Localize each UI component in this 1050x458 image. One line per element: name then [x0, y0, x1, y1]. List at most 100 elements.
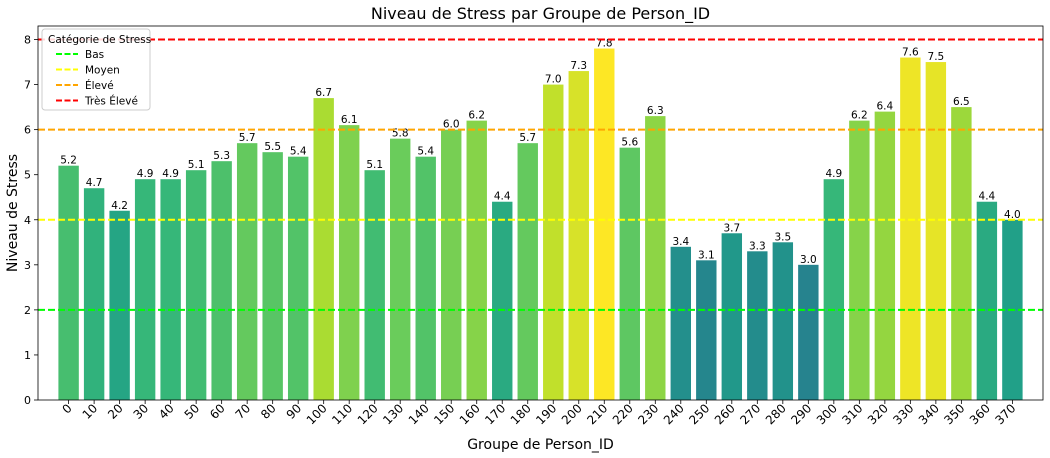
x-tick-label: 10: [80, 401, 101, 422]
y-tick-label: 2: [24, 304, 31, 317]
bar-250: [696, 260, 717, 400]
legend-label: Moyen: [85, 65, 120, 77]
bar-270: [747, 251, 768, 400]
bar-30: [134, 179, 156, 400]
bar-value-label: 5.5: [264, 141, 281, 153]
bar-90: [287, 156, 309, 400]
y-tick-label: 7: [24, 79, 31, 92]
x-tick-label: 210: [584, 401, 610, 427]
y-tick-label: 6: [24, 124, 31, 137]
bar-value-label: 7.3: [570, 60, 587, 72]
bar-80: [262, 152, 283, 400]
bar-100: [313, 98, 334, 400]
bar-60: [211, 161, 232, 400]
x-tick-label: 170: [482, 401, 508, 427]
bar-350: [951, 107, 972, 401]
bar-value-label: 3.3: [749, 240, 766, 252]
x-tick-label: 80: [258, 401, 279, 422]
bar-360: [976, 201, 998, 400]
x-tick-label: 130: [380, 401, 406, 427]
x-tick-label: 230: [635, 401, 661, 427]
y-axis-title: Niveau de Stress: [5, 154, 21, 272]
x-tick-label: 280: [763, 401, 789, 427]
x-axis-title: Groupe de Person_ID: [467, 437, 614, 453]
x-tick-label: 260: [712, 401, 738, 427]
x-tick-label: 20: [105, 401, 126, 422]
bar-value-label: 6.2: [468, 110, 485, 122]
bar-value-label: 4.4: [979, 191, 996, 203]
y-tick-label: 1: [24, 349, 31, 362]
bar-value-label: 5.2: [60, 155, 77, 167]
x-tick-label: 350: [941, 401, 967, 427]
bar-value-label: 5.4: [290, 146, 307, 158]
y-tick-label: 4: [24, 214, 31, 227]
bar-120: [364, 170, 385, 400]
x-tick-label: 370: [992, 401, 1018, 427]
y-tick-label: 5: [24, 169, 31, 182]
bar-50: [185, 170, 207, 400]
bar-value-label: 7.6: [902, 47, 919, 59]
x-axis: 0 10 20 30 40 50 60 70 80 90 100 110 120 130 140 150 160…: [59, 400, 1019, 427]
bar-value-label: 7.0: [545, 74, 562, 86]
bar-value-label: 4.9: [137, 168, 154, 180]
bar-value-label: 3.5: [774, 231, 791, 243]
bar-130: [390, 138, 411, 400]
y-tick-label: 0: [24, 394, 31, 407]
bar-300: [823, 179, 845, 400]
bar-310: [849, 120, 870, 400]
bar-value-label: 7.5: [928, 51, 945, 63]
bar-value-label: 4.7: [86, 177, 103, 189]
x-tick-label: 340: [916, 401, 942, 427]
plot-frame: [37, 25, 1044, 401]
y-tick-label: 3: [24, 259, 31, 272]
bar-240: [670, 246, 691, 400]
bar-value-label: 5.1: [366, 159, 383, 171]
bar-190: [543, 84, 564, 400]
legend-label: Élevé: [85, 79, 114, 92]
reference-lines-group: [38, 38, 1043, 311]
x-tick-label: 150: [431, 401, 457, 427]
x-tick-label: 0: [59, 401, 74, 416]
bar-value-label: 5.1: [188, 159, 205, 171]
bar-40: [160, 179, 181, 400]
x-tick-label: 250: [686, 401, 712, 427]
bar-10: [83, 188, 105, 400]
bar-value-label: 6.0: [443, 119, 460, 131]
legend: Catégorie de Stress Bas Moyen Élevé Très Él…: [41, 28, 151, 111]
bar-value-label: 7.8: [596, 38, 613, 50]
bar-180: [517, 143, 538, 400]
bars-group: 5.2 4.7 4.2 4.9 4.9 5.1 5.3 5.7 5.5 5.4 6.7 6.1 5.1 5…: [58, 38, 1023, 401]
bar-150: [441, 129, 462, 400]
x-tick-label: 270: [737, 401, 763, 427]
x-tick-label: 190: [533, 401, 559, 427]
bar-value-label: 3.1: [698, 249, 715, 261]
bar-value-label: 4.4: [494, 191, 511, 203]
bar-110: [338, 125, 360, 400]
bar-value-label: 5.6: [621, 137, 638, 149]
x-tick-label: 30: [131, 401, 152, 422]
bar-280: [772, 242, 794, 400]
y-axis: 0 1 2 3 4 5 6 7 8: [24, 34, 38, 407]
bar-value-label: 4.2: [111, 200, 128, 212]
bar-value-label: 5.4: [417, 146, 434, 158]
bar-value-label: 6.2: [851, 110, 868, 122]
x-tick-label: 300: [814, 401, 840, 427]
bar-160: [466, 120, 487, 400]
bar-0: [58, 165, 79, 400]
bar-value-label: 5.7: [239, 132, 256, 144]
x-tick-label: 90: [284, 401, 305, 422]
legend-label: Bas: [85, 49, 104, 61]
x-tick-label: 290: [788, 401, 814, 427]
bar-value-label: 4.9: [162, 168, 179, 180]
bar-320: [874, 111, 896, 401]
x-tick-label: 100: [304, 401, 330, 427]
bar-220: [619, 147, 640, 400]
bar-140: [415, 156, 436, 400]
bar-260: [721, 233, 743, 400]
bar-value-label: 6.1: [341, 114, 358, 126]
bar-170: [492, 201, 513, 400]
x-tick-label: 180: [508, 401, 534, 427]
x-tick-label: 70: [233, 401, 254, 422]
bar-20: [109, 210, 130, 400]
